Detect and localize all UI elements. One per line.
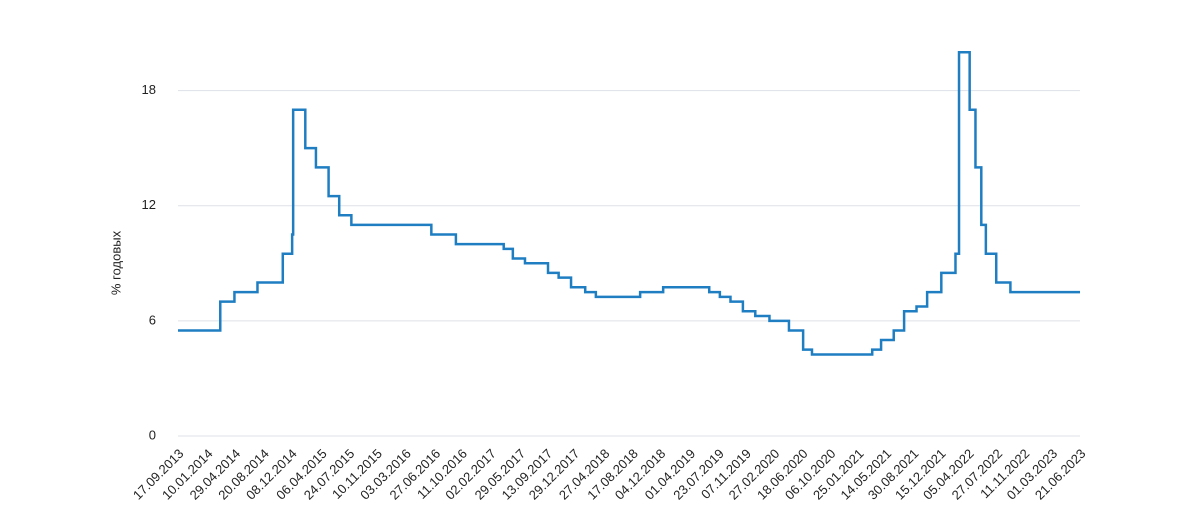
rate-line <box>178 50 1080 356</box>
y-tick-label: 12 <box>142 197 156 212</box>
y-tick-label: 0 <box>149 427 156 442</box>
y-tick-label: 18 <box>142 82 156 97</box>
y-axis-label: % годовых <box>108 230 123 295</box>
y-tick-label: 6 <box>149 312 156 327</box>
